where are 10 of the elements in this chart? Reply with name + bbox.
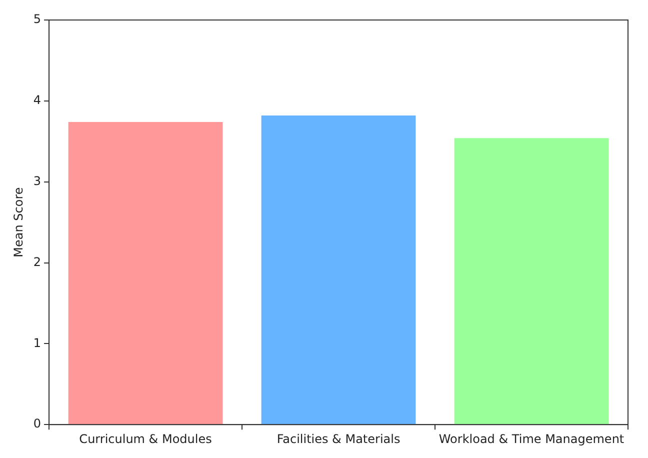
y-tick-label: 2 [33, 254, 42, 269]
x-tick-label: Curriculum & Modules [79, 432, 212, 446]
y-axis-title: Mean Score [11, 187, 26, 258]
y-tick-label: 1 [33, 336, 42, 350]
x-tick-label: Facilities & Materials [276, 432, 400, 446]
y-tick-label: 4 [33, 93, 42, 108]
y-tick-label: 0 [33, 416, 42, 431]
x-tick-label: Workload & Time Management [438, 432, 624, 446]
y-tick-label: 5 [33, 12, 42, 26]
y-tick-label: 3 [33, 174, 42, 188]
